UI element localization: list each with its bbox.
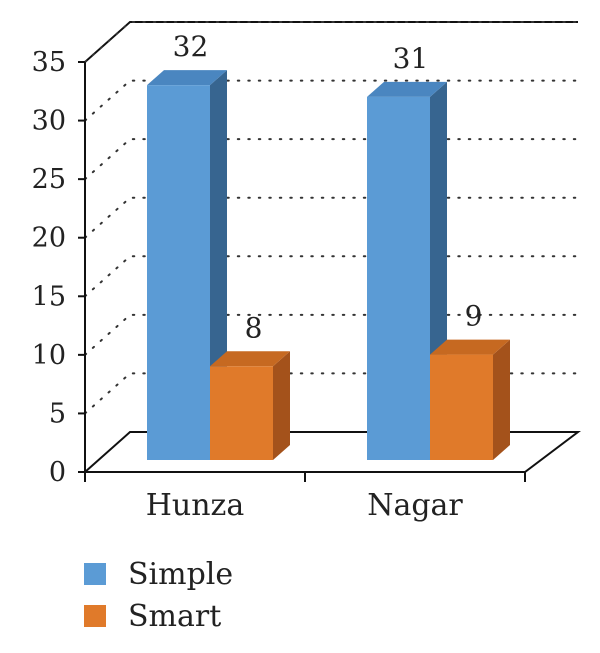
bar-front-face	[367, 96, 430, 460]
bar-front-face	[210, 366, 273, 460]
gridline-30	[84, 79, 579, 122]
y-tick-label-5: 5	[49, 398, 66, 429]
legend: Simple Smart	[84, 557, 233, 634]
category-label-hunza: Hunza	[146, 488, 245, 523]
bar-front-face	[147, 85, 210, 461]
gridline-35	[84, 21, 579, 63]
bars	[147, 70, 510, 461]
bar-side-face	[493, 339, 510, 460]
y-tick-label-0: 0	[49, 457, 66, 488]
wall-top-edge	[84, 21, 578, 63]
data-labels: 32 8 31 9	[173, 30, 483, 344]
y-tick-label-10: 10	[32, 340, 66, 371]
y-tick-label-15: 15	[32, 281, 66, 312]
y-axis-ticks: 0 5 10 15 20 25 30 35	[32, 47, 85, 488]
data-label-simple-hunza: 32	[173, 30, 209, 63]
y-tick-label-35: 35	[32, 47, 66, 78]
category-label-nagar: Nagar	[367, 488, 463, 523]
y-tick-label-25: 25	[32, 164, 66, 195]
y-tick-label-20: 20	[32, 223, 66, 254]
bar-top-face	[210, 351, 290, 367]
legend-label-simple: Simple	[128, 557, 233, 592]
y-tick-label-30: 30	[32, 106, 66, 137]
legend-swatch-smart	[84, 605, 106, 627]
legend-swatch-simple	[84, 563, 106, 585]
bar-top-face	[147, 70, 227, 86]
bar-top-face	[430, 339, 510, 355]
bar-smart-nagar	[430, 339, 510, 460]
bar-smart-hunza	[210, 351, 290, 460]
data-label-smart-nagar: 9	[465, 300, 483, 333]
legend-label-smart: Smart	[128, 599, 221, 634]
x-axis-categories: Hunza Nagar	[146, 488, 464, 523]
bar-front-face	[430, 354, 493, 460]
data-label-simple-nagar: 31	[393, 42, 429, 75]
axes	[84, 62, 526, 482]
bar-top-face	[367, 81, 447, 97]
bar-side-face	[273, 351, 290, 460]
data-label-smart-hunza: 8	[245, 311, 263, 344]
